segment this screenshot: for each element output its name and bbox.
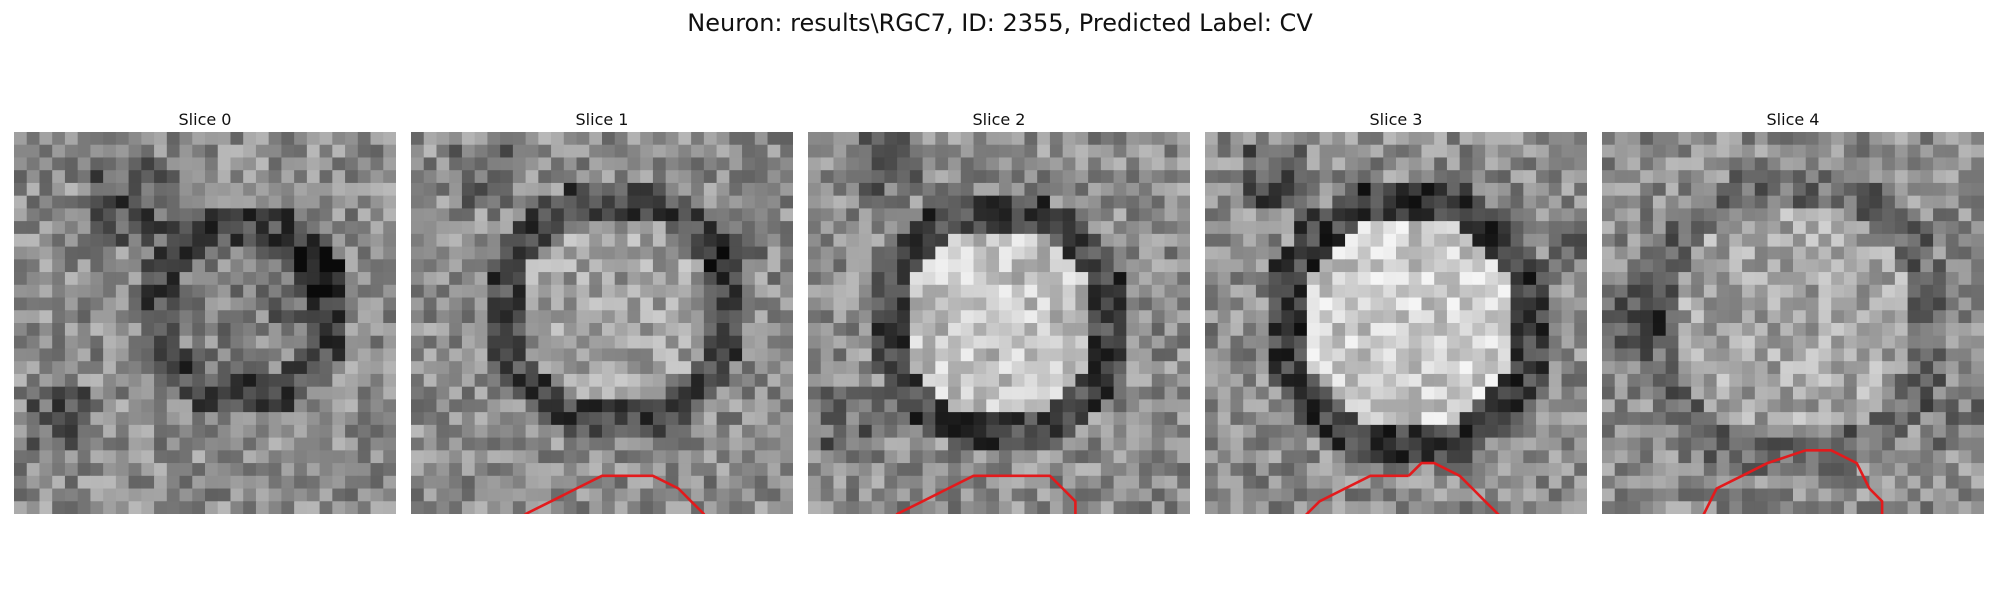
segmentation-contour (523, 474, 706, 514)
segmentation-contour (1305, 461, 1500, 514)
slice-panel-4: Slice 4 (1602, 110, 1984, 514)
slice-title: Slice 0 (178, 110, 232, 129)
pixel-texture (14, 132, 396, 514)
slice-title: Slice 2 (972, 110, 1026, 129)
slice-panel-0: Slice 0 (14, 110, 396, 514)
slice-title: Slice 4 (1766, 110, 1820, 129)
slice-title: Slice 1 (575, 110, 629, 129)
pixel-texture (808, 132, 1190, 514)
slice-image (14, 132, 396, 514)
slice-panel-1: Slice 1 (411, 110, 793, 514)
slice-panel-3: Slice 3 (1205, 110, 1587, 514)
pixel-texture (1602, 132, 1984, 514)
slice-image (411, 132, 793, 514)
figure-title: Neuron: results\RGC7, ID: 2355, Predicte… (687, 9, 1313, 37)
pixel-texture (411, 132, 793, 514)
slice-image (808, 132, 1190, 514)
slice-image (1205, 132, 1587, 514)
pixel-texture (1205, 132, 1587, 514)
slice-image (1602, 132, 1984, 514)
segmentation-contour (895, 474, 1077, 514)
slice-title: Slice 3 (1369, 110, 1423, 129)
slice-panel-2: Slice 2 (808, 110, 1190, 514)
